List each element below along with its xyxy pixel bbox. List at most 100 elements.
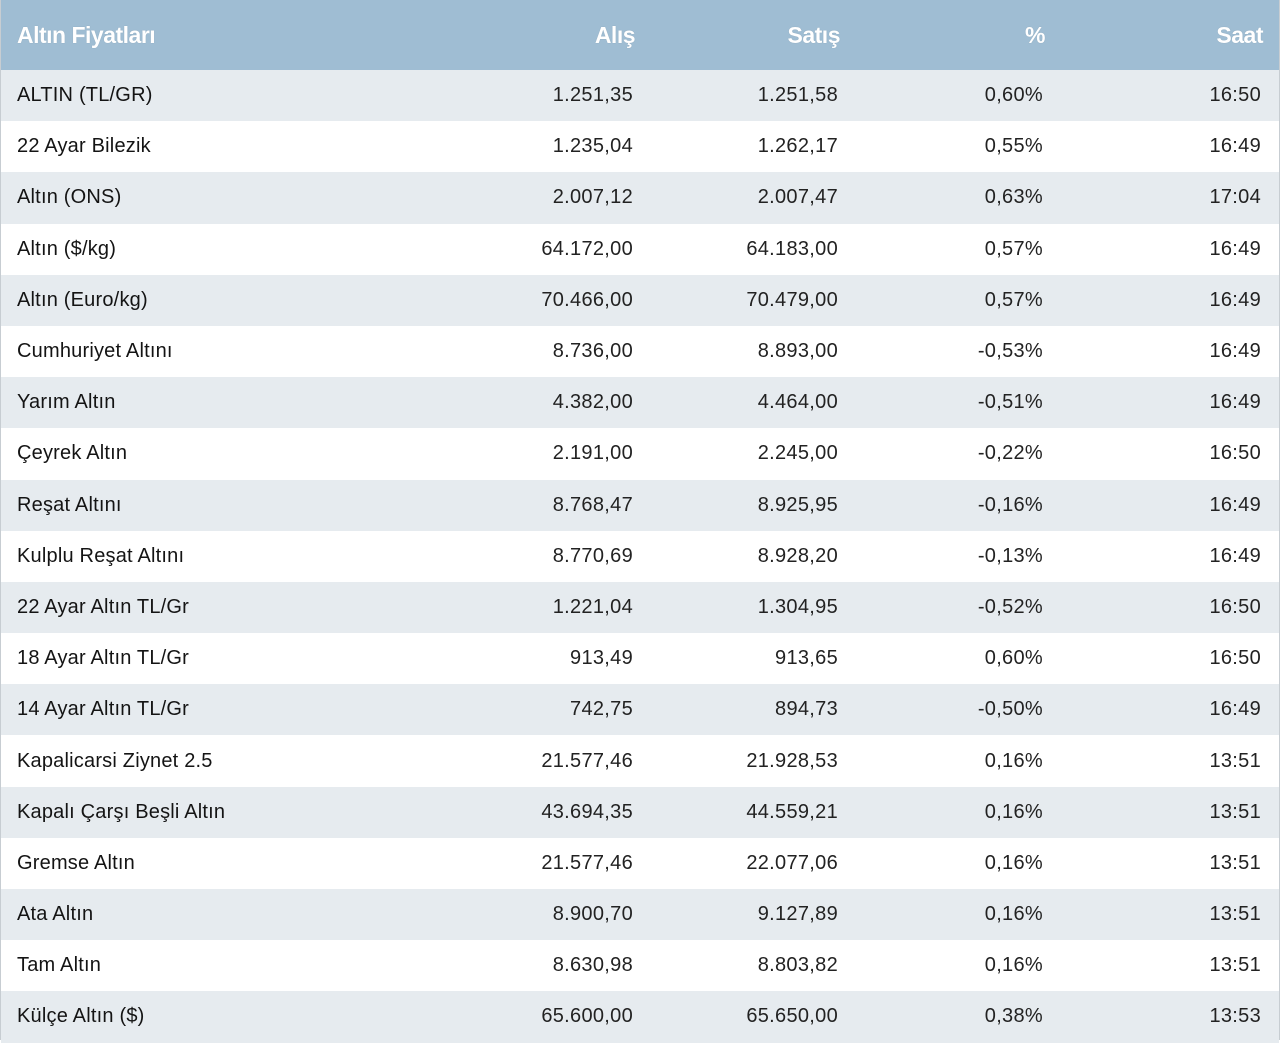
cell-saat: 17:04 <box>1209 186 1261 209</box>
cell-saat: 16:49 <box>1209 288 1261 311</box>
cell-alis: 8.630,98 <box>552 954 633 977</box>
cell-name: Külçe Altın ($) <box>17 1005 145 1028</box>
cell-saat: 13:51 <box>1209 903 1261 926</box>
cell-alis: 8.770,69 <box>552 544 633 567</box>
cell-name: 22 Ayar Bilezik <box>17 135 151 158</box>
cell-satis: 70.479,00 <box>746 288 838 311</box>
cell-alis: 1.221,04 <box>552 595 633 618</box>
table-row: Tam Altın 8.630,98 8.803,82 0,16% 13:51 <box>1 940 1279 992</box>
table-row: Kapalicarsi Ziynet 2.5 21.577,46 21.928,… <box>1 735 1279 787</box>
cell-pct: 0,55% <box>984 135 1043 158</box>
cell-name: Altın (ONS) <box>17 186 122 209</box>
cell-saat: 16:50 <box>1209 442 1261 465</box>
cell-alis: 2.007,12 <box>552 186 633 209</box>
header-alis: Alış <box>594 21 636 48</box>
cell-saat: 16:49 <box>1209 340 1261 363</box>
table-header-row: Altın Fiyatları Alış Satış % Saat <box>1 0 1279 70</box>
cell-name: Cumhuriyet Altını <box>17 340 173 363</box>
cell-satis: 894,73 <box>775 698 838 721</box>
cell-alis: 4.382,00 <box>552 391 633 414</box>
cell-alis: 2.191,00 <box>552 442 633 465</box>
cell-pct: 0,16% <box>984 851 1043 874</box>
table-row: 22 Ayar Bilezik 1.235,04 1.262,17 0,55% … <box>1 121 1279 173</box>
table-row: Ata Altın 8.900,70 9.127,89 0,16% 13:51 <box>1 889 1279 941</box>
cell-saat: 16:49 <box>1209 135 1261 158</box>
cell-pct: -0,13% <box>977 544 1043 567</box>
cell-satis: 21.928,53 <box>746 749 838 772</box>
cell-name: Reşat Altını <box>17 493 122 516</box>
header-saat: Saat <box>1216 21 1263 48</box>
cell-saat: 13:51 <box>1209 749 1261 772</box>
cell-name: Yarım Altın <box>17 391 116 414</box>
table-row: Yarım Altın 4.382,00 4.464,00 -0,51% 16:… <box>1 377 1279 429</box>
table-row: ALTIN (TL/GR) 1.251,35 1.251,58 0,60% 16… <box>1 70 1279 122</box>
cell-satis: 8.925,95 <box>757 493 838 516</box>
cell-saat: 16:50 <box>1209 84 1261 107</box>
cell-pct: -0,22% <box>977 442 1043 465</box>
cell-satis: 1.304,95 <box>757 595 838 618</box>
table-row: Gremse Altın 21.577,46 22.077,06 0,16% 1… <box>1 837 1279 889</box>
cell-name: Altın ($/kg) <box>17 237 117 260</box>
cell-name: Kulplu Reşat Altını <box>17 544 185 567</box>
cell-pct: 0,57% <box>984 288 1043 311</box>
cell-pct: 0,16% <box>984 954 1043 977</box>
cell-name: Kapalı Çarşı Beşli Altın <box>17 800 226 823</box>
cell-saat: 16:49 <box>1209 544 1261 567</box>
cell-satis: 4.464,00 <box>757 391 838 414</box>
table-body: ALTIN (TL/GR) 1.251,35 1.251,58 0,60% 16… <box>1 70 1279 1043</box>
cell-alis: 65.600,00 <box>541 1005 633 1028</box>
cell-alis: 21.577,46 <box>541 851 633 874</box>
cell-pct: 0,60% <box>984 647 1043 670</box>
table-row: 22 Ayar Altın TL/Gr 1.221,04 1.304,95 -0… <box>1 581 1279 634</box>
cell-saat: 16:50 <box>1209 647 1261 670</box>
cell-pct: -0,53% <box>977 340 1043 363</box>
cell-satis: 1.262,17 <box>757 135 838 158</box>
cell-satis: 8.893,00 <box>757 340 838 363</box>
cell-pct: -0,50% <box>977 698 1043 721</box>
cell-satis: 9.127,89 <box>757 903 838 926</box>
cell-pct: 0,38% <box>984 1005 1043 1028</box>
table-row: Altın (Euro/kg) 70.466,00 70.479,00 0,57… <box>1 274 1279 326</box>
cell-name: 18 Ayar Altın TL/Gr <box>17 647 190 670</box>
cell-name: Ata Altın <box>17 903 94 926</box>
header-satis: Satış <box>787 21 841 48</box>
cell-alis: 913,49 <box>570 647 633 670</box>
cell-pct: 0,57% <box>984 237 1043 260</box>
cell-satis: 8.928,20 <box>757 544 838 567</box>
cell-alis: 742,75 <box>570 698 633 721</box>
header-name: Altın Fiyatları <box>17 21 156 48</box>
cell-satis: 913,65 <box>775 647 838 670</box>
cell-pct: 0,60% <box>984 84 1043 107</box>
table-row: 14 Ayar Altın TL/Gr 742,75 894,73 -0,50%… <box>1 684 1279 736</box>
cell-saat: 16:49 <box>1209 237 1261 260</box>
cell-satis: 8.803,82 <box>757 954 838 977</box>
cell-pct: -0,51% <box>977 391 1043 414</box>
table-row: Cumhuriyet Altını 8.736,00 8.893,00 -0,5… <box>1 325 1279 378</box>
table-row: 18 Ayar Altın TL/Gr 913,49 913,65 0,60% … <box>1 633 1279 685</box>
cell-name: Çeyrek Altın <box>17 442 128 465</box>
cell-pct: 0,16% <box>984 903 1043 926</box>
cell-alis: 43.694,35 <box>541 800 633 823</box>
cell-alis: 1.251,35 <box>552 84 633 107</box>
cell-satis: 22.077,06 <box>746 851 838 874</box>
cell-pct: -0,52% <box>977 595 1043 618</box>
cell-satis: 64.183,00 <box>746 237 838 260</box>
cell-saat: 16:49 <box>1209 493 1261 516</box>
table-row: Kulplu Reşat Altını 8.770,69 8.928,20 -0… <box>1 530 1279 582</box>
cell-alis: 21.577,46 <box>541 749 633 772</box>
cell-saat: 16:49 <box>1209 391 1261 414</box>
table-row: Kapalı Çarşı Beşli Altın 43.694,35 44.55… <box>1 786 1279 838</box>
table-row: Altın ($/kg) 64.172,00 64.183,00 0,57% 1… <box>1 223 1279 275</box>
table-row: Çeyrek Altın 2.191,00 2.245,00 -0,22% 16… <box>1 428 1279 480</box>
cell-name: Kapalicarsi Ziynet 2.5 <box>17 749 213 772</box>
cell-saat: 13:51 <box>1209 851 1261 874</box>
cell-saat: 13:53 <box>1209 1005 1261 1028</box>
cell-name: 22 Ayar Altın TL/Gr <box>17 595 190 618</box>
cell-saat: 13:51 <box>1209 954 1261 977</box>
cell-pct: 0,16% <box>984 749 1043 772</box>
cell-name: Gremse Altın <box>17 851 135 874</box>
cell-alis: 8.900,70 <box>552 903 633 926</box>
cell-satis: 2.007,47 <box>757 186 838 209</box>
cell-name: Tam Altın <box>17 954 102 977</box>
table-row: Külçe Altın ($) 65.600,00 65.650,00 0,38… <box>1 991 1279 1043</box>
